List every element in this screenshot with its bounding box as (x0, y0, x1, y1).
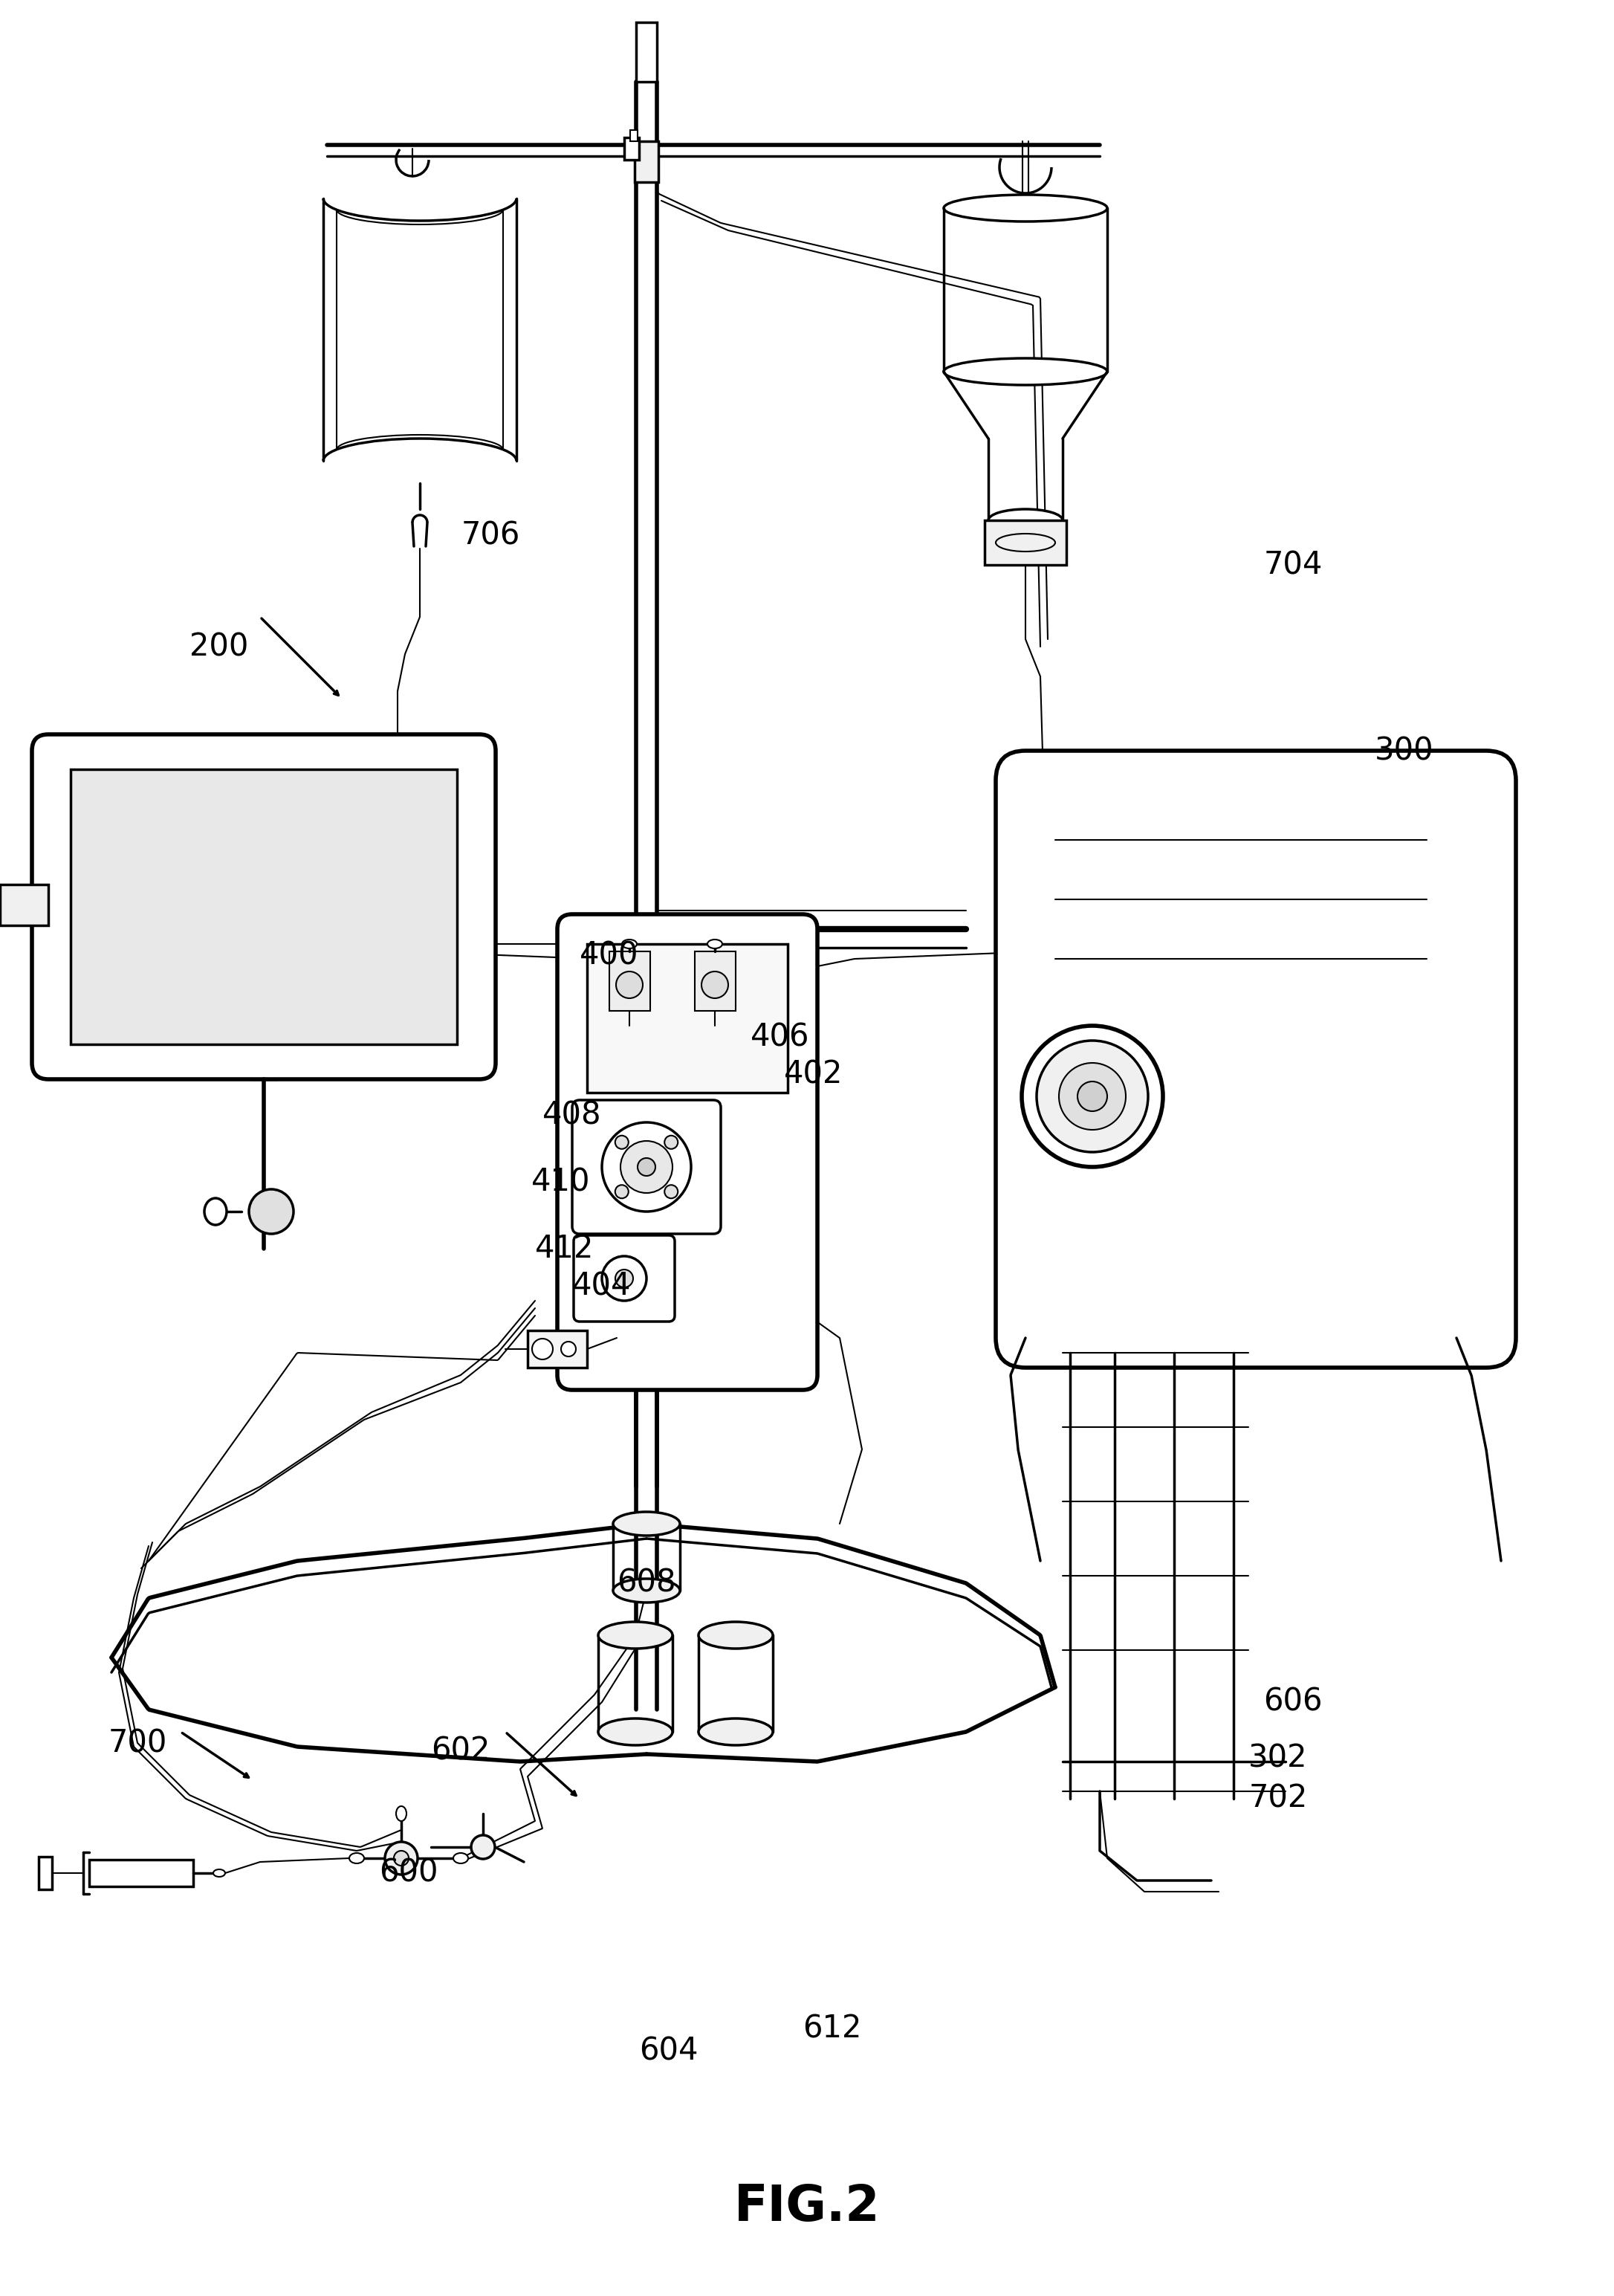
FancyBboxPatch shape (573, 1100, 721, 1233)
Bar (629, 131, 638, 142)
Ellipse shape (1022, 1026, 1164, 1166)
Text: 706: 706 (462, 519, 520, 551)
Text: 704: 704 (1264, 549, 1322, 581)
Text: 412: 412 (536, 1233, 594, 1265)
Text: 700: 700 (108, 1727, 166, 1759)
Ellipse shape (988, 510, 1062, 530)
Ellipse shape (665, 1137, 678, 1148)
Ellipse shape (395, 1807, 407, 1821)
Ellipse shape (562, 1341, 576, 1357)
Ellipse shape (533, 1339, 554, 1359)
Ellipse shape (621, 939, 638, 948)
Ellipse shape (944, 358, 1107, 386)
Ellipse shape (615, 1270, 633, 1288)
Text: 606: 606 (1264, 1688, 1322, 1717)
Bar (636, 23, 657, 83)
Text: 400: 400 (579, 939, 639, 971)
Ellipse shape (205, 1199, 226, 1226)
Ellipse shape (599, 1717, 673, 1745)
Bar (985, 521, 1067, 565)
Ellipse shape (620, 1141, 673, 1194)
Text: 408: 408 (542, 1100, 602, 1130)
Ellipse shape (613, 1580, 679, 1603)
Text: 200: 200 (190, 631, 249, 661)
Bar (587, 944, 788, 1093)
Text: 604: 604 (639, 2037, 699, 2066)
Text: 300: 300 (1375, 735, 1433, 767)
Bar (694, 951, 736, 1010)
Bar (610, 951, 650, 1010)
FancyBboxPatch shape (32, 735, 495, 1079)
Text: FIG.2: FIG.2 (734, 2181, 880, 2232)
FancyBboxPatch shape (573, 1235, 675, 1322)
Text: 302: 302 (1249, 1743, 1307, 1773)
Bar (528, 1329, 587, 1368)
Ellipse shape (1078, 1081, 1107, 1111)
Text: 402: 402 (784, 1058, 843, 1091)
Ellipse shape (1036, 1040, 1148, 1153)
FancyBboxPatch shape (557, 914, 817, 1389)
Ellipse shape (699, 1717, 773, 1745)
Ellipse shape (702, 971, 728, 999)
Text: 406: 406 (751, 1022, 810, 1052)
Bar (634, 142, 659, 181)
Ellipse shape (394, 1851, 408, 1867)
Text: 600: 600 (379, 1857, 439, 1890)
Ellipse shape (944, 195, 1107, 220)
Ellipse shape (615, 1185, 628, 1199)
Bar (71, 769, 457, 1045)
Ellipse shape (638, 1157, 655, 1176)
FancyBboxPatch shape (996, 751, 1516, 1368)
Ellipse shape (613, 1511, 679, 1536)
Bar (0, 884, 48, 925)
Ellipse shape (471, 1835, 495, 1860)
Ellipse shape (665, 1185, 678, 1199)
Text: 404: 404 (573, 1270, 631, 1302)
Bar (625, 138, 639, 161)
Text: 702: 702 (1249, 1784, 1307, 1814)
Text: 612: 612 (802, 2014, 862, 2046)
Ellipse shape (349, 1853, 365, 1864)
Text: 410: 410 (531, 1166, 591, 1199)
Ellipse shape (615, 1137, 628, 1148)
Text: 602: 602 (431, 1736, 491, 1766)
Ellipse shape (599, 1621, 673, 1649)
Ellipse shape (1059, 1063, 1127, 1130)
Ellipse shape (707, 939, 723, 948)
Ellipse shape (454, 1853, 468, 1864)
Bar (39, 1857, 52, 1890)
Ellipse shape (617, 971, 642, 999)
Ellipse shape (384, 1841, 418, 1874)
Ellipse shape (213, 1869, 226, 1876)
Ellipse shape (249, 1189, 294, 1233)
Bar (89, 1860, 194, 1887)
Text: 608: 608 (617, 1568, 676, 1598)
Ellipse shape (699, 1621, 773, 1649)
